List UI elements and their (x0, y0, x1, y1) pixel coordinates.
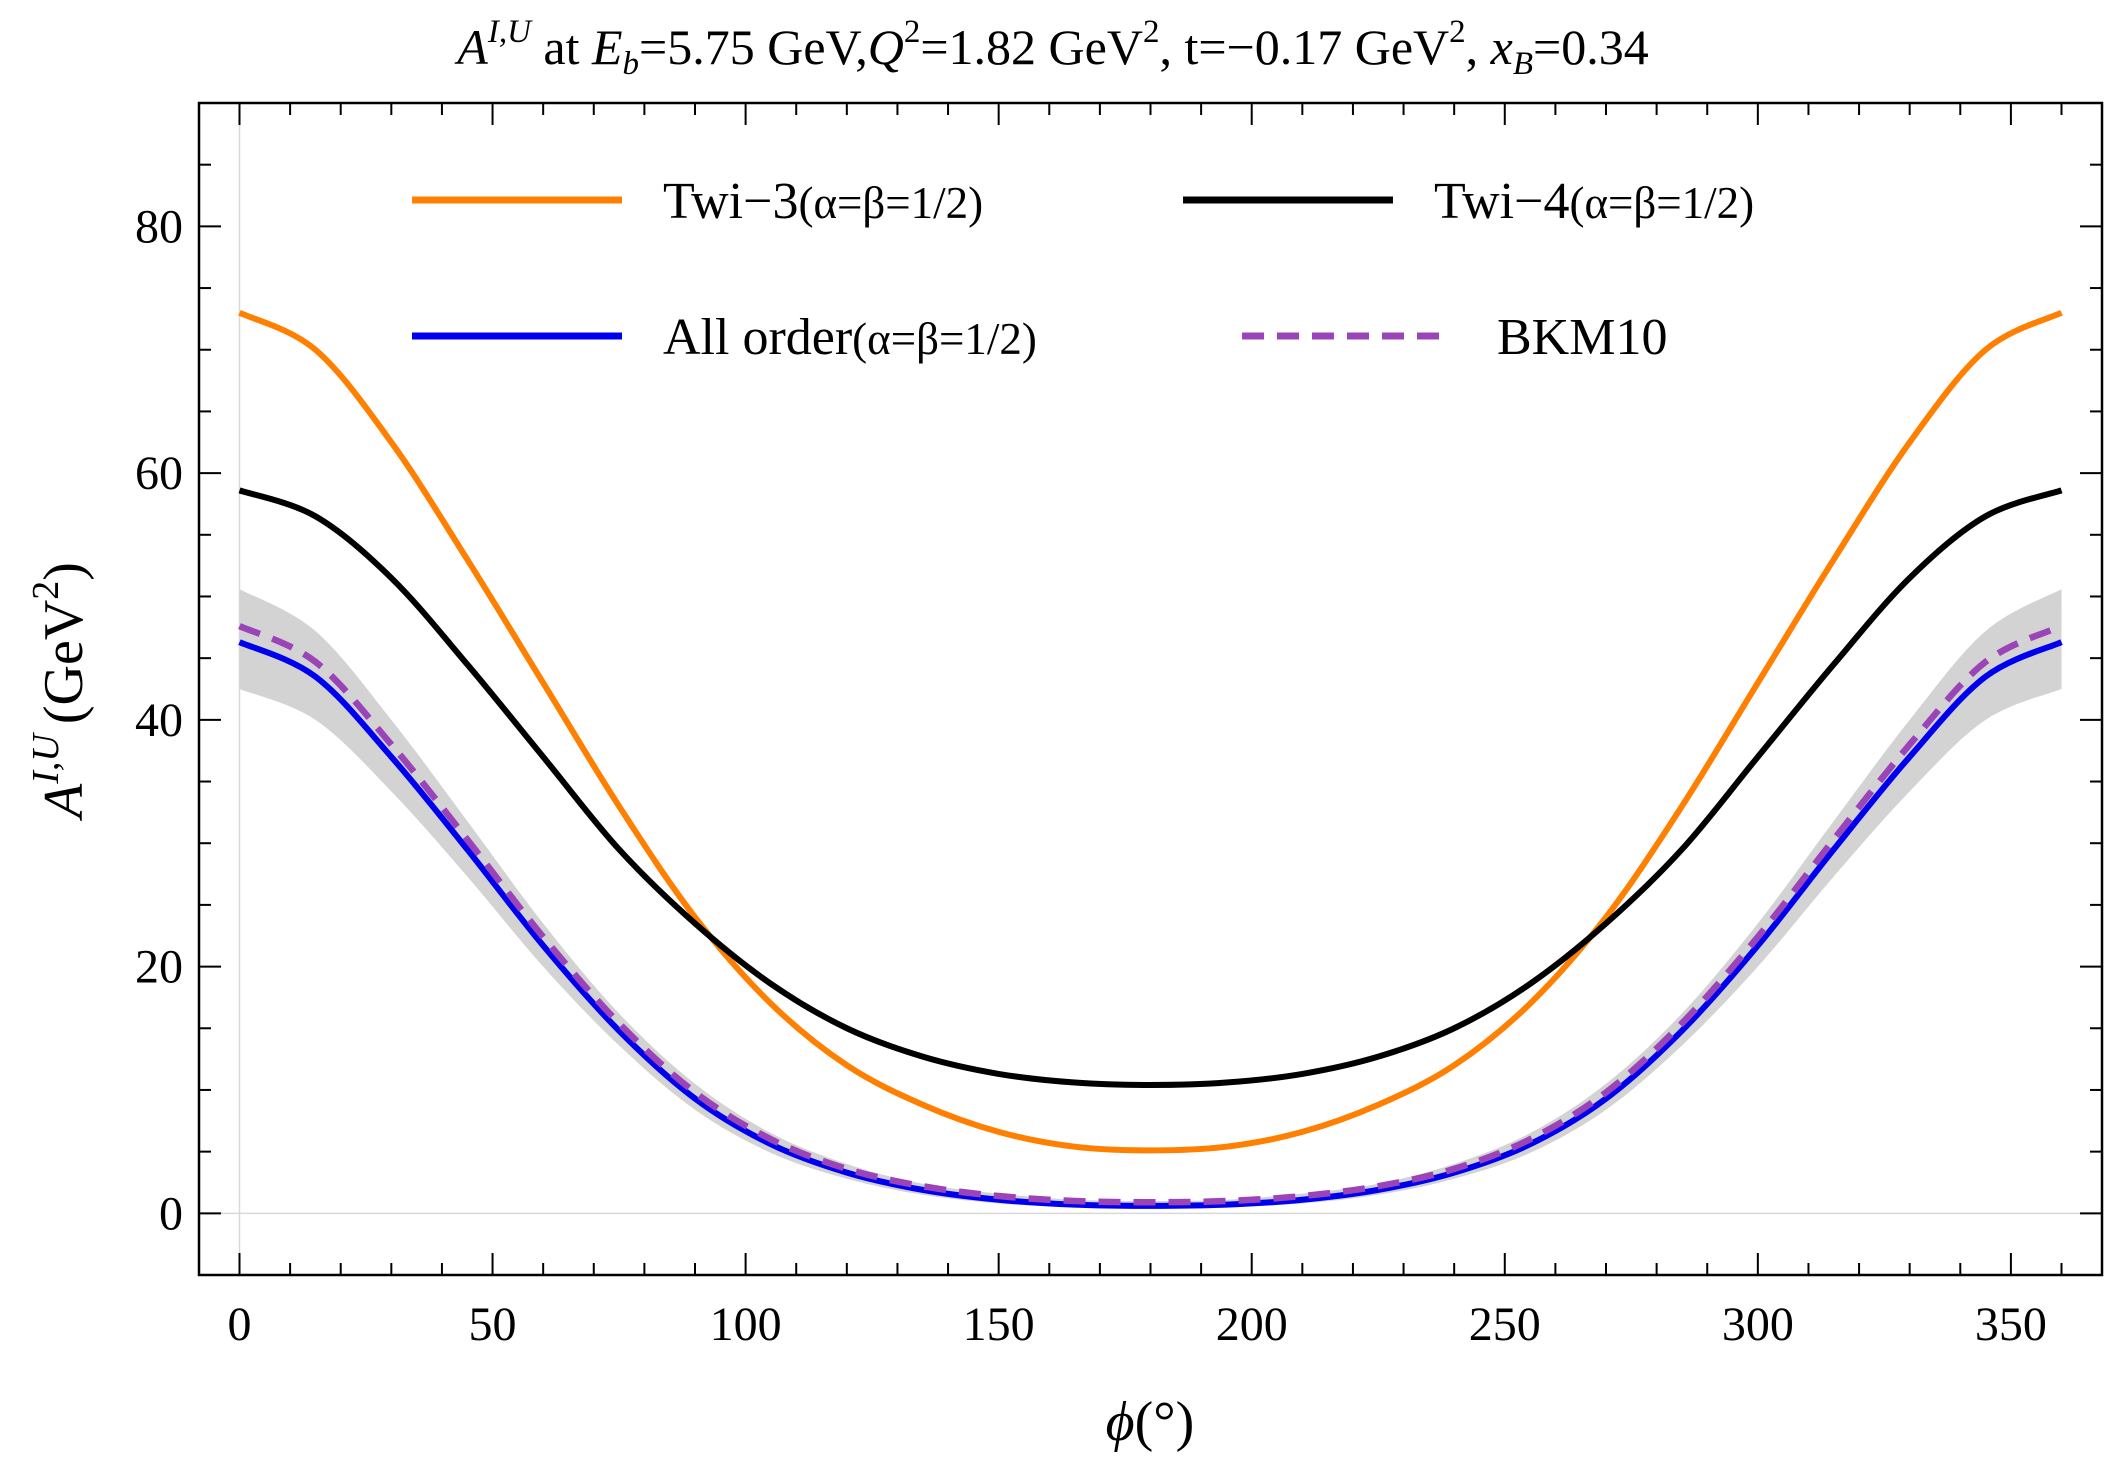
x-tick-label: 100 (710, 1298, 782, 1351)
legend: Twi−3(α=β=1/2) Twi−4(α=β=1/2) All order(… (412, 173, 1754, 366)
x-tick-label: 300 (1722, 1298, 1794, 1351)
x-tick-label: 150 (963, 1298, 1035, 1351)
y-tick-labels: 0 20 40 60 80 (135, 200, 183, 1240)
series-layer (238, 309, 2063, 1209)
plot-frame (197, 101, 2104, 1277)
series-line-bkm10 (238, 623, 2063, 1206)
x-tick-label: 250 (1469, 1298, 1541, 1351)
x-axis-label: ϕ(°) (1106, 1391, 1195, 1453)
legend-label-twi4: Twi−4(α=β=1/2) (1434, 173, 1754, 230)
y-axis-label: AI,U(GeV2) (25, 562, 95, 822)
x-tick-label: 200 (1216, 1298, 1288, 1351)
y-tick-label: 20 (135, 941, 183, 994)
reference-lines (199, 103, 2102, 1275)
x-tick-labels: 0 50 100 150 200 250 300 350 (227, 1298, 2046, 1351)
series-line-twi-4-1-2 (238, 487, 2063, 1089)
chart-title: AI,U at Eb=5.75 GeV,Q2=1.82 GeV2, t=−0.1… (454, 14, 1648, 82)
y-tick-label: 0 (159, 1187, 183, 1240)
legend-label-twi3: Twi−3(α=β=1/2) (663, 173, 983, 230)
x-tick-label: 0 (227, 1298, 251, 1351)
axis-ticks (199, 103, 2102, 1275)
series-line-twi-3-1-2 (238, 309, 2063, 1154)
x-tick-label: 350 (1975, 1298, 2047, 1351)
y-tick-label: 80 (135, 200, 183, 253)
x-tick-label: 50 (469, 1298, 517, 1351)
y-tick-label: 40 (135, 694, 183, 747)
series-line-all-order-1-2 (238, 639, 2063, 1209)
y-tick-label: 60 (135, 447, 183, 500)
legend-label-bkm10: BKM10 (1497, 309, 1667, 366)
legend-label-all-order: All order(α=β=1/2) (663, 309, 1037, 366)
